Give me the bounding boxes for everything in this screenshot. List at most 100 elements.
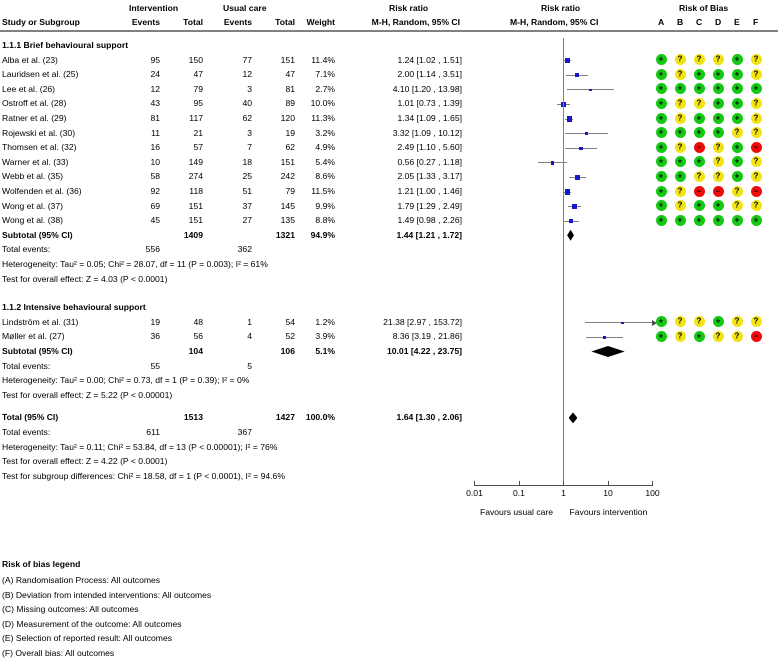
rob-c-study-1-0: ?	[693, 316, 705, 328]
study-1-1-label: Møller et al. (27)	[2, 331, 65, 342]
subtotal-1.1.1-total-intervention: 1409	[183, 229, 203, 240]
study-0-4-label: Ratner et al. (29)	[2, 113, 67, 123]
rob-c-study-0-3: ?	[693, 97, 705, 109]
rob-b-study-0-7: +	[674, 156, 686, 168]
study-0-5-total-intervention: 21	[193, 127, 203, 138]
subtotal-1.1.2-total-events-intervention: 55	[150, 360, 160, 371]
rob-b-study-0-0: ?	[674, 54, 686, 66]
rob-f-study-0-1: ?	[750, 68, 762, 80]
rob-f-study-0-10: ?	[750, 200, 762, 212]
study-0-1-label: Lauridsen et al. (25)	[2, 69, 79, 80]
rob-b-study-0-11: +	[674, 214, 686, 226]
effect-marker	[572, 204, 578, 210]
subtotal-1.1.1-heterogeneity: Heterogeneity: Tau² = 0.05; Chi² = 28.07…	[2, 259, 268, 269]
study-1-0-total-usual: 54	[285, 316, 295, 327]
ci-line	[563, 60, 572, 62]
study-0-11-total-intervention: 151	[188, 215, 203, 226]
effect-marker	[566, 116, 572, 122]
rob-c-study-0-6: –	[693, 141, 705, 153]
rob-b-study-0-8: +	[674, 170, 686, 182]
study-0-1-total-intervention: 47	[193, 69, 203, 80]
rob-b-study-0-1: ?	[674, 68, 686, 80]
rob-a-study-0-6: +	[655, 141, 667, 153]
study-0-5-rr-ci: 3.32 [1.09 , 10.12]	[392, 127, 462, 138]
subgroup-differences-test: Test for subgroup differences: Chi² = 18…	[2, 470, 285, 481]
rob-a-study-0-0: +	[655, 54, 667, 66]
group-header-risk-ratio-text: Risk ratio	[389, 3, 429, 13]
subtotal-1.1.2-total-usual: 106	[280, 346, 295, 356]
rob-f-study-0-7: ?	[750, 156, 762, 168]
study-0-4-events-usual: 62	[242, 113, 252, 123]
study-0-7-weight: 5.4%	[315, 156, 335, 167]
study-0-11-events-intervention: 45	[150, 215, 160, 226]
study-0-5-events-usual: 3	[247, 127, 252, 138]
rob-a-study-1-0: +	[655, 316, 667, 328]
rob-e-study-0-10: ?	[731, 200, 743, 212]
column-header-events-intervention: Events	[131, 17, 160, 27]
rob-column-header-a: A	[658, 17, 665, 27]
study-0-3-events-intervention: 43	[150, 98, 160, 109]
study-0-0-total-usual: 151	[280, 54, 295, 65]
grand-total-events-label: Total events:	[2, 427, 51, 437]
subtotal-1.1.2-total-intervention: 104	[188, 346, 203, 356]
subtotal-1.1.1-rr-ci: 1.44 [1.21 , 1.72]	[396, 229, 462, 240]
ci-line	[557, 103, 570, 105]
effect-marker	[575, 175, 580, 180]
effect-marker	[603, 335, 606, 339]
rob-d-study-0-1: +	[712, 68, 724, 80]
study-0-0-label: Alba et al. (23)	[2, 54, 58, 65]
rob-a-study-0-9: +	[655, 185, 667, 197]
ci-line	[538, 162, 567, 164]
rob-e-study-0-3: +	[731, 97, 743, 109]
legend-title: Risk of bias legend	[2, 559, 81, 569]
rob-e-study-0-1: +	[731, 68, 743, 80]
study-0-9-events-intervention: 92	[150, 186, 160, 196]
group-header-intervention: Intervention	[129, 3, 179, 13]
rob-e-study-0-9: ?	[731, 185, 743, 197]
subtotal-1.1.2-heterogeneity: Heterogeneity: Tau² = 0.00; Chi² = 0.73,…	[2, 375, 250, 386]
study-0-10-total-usual: 145	[280, 200, 295, 211]
summary-diamond	[568, 412, 578, 424]
rob-c-study-0-0: ?	[693, 54, 705, 66]
effect-marker	[550, 161, 554, 165]
study-0-9-rr-ci: 1.21 [1.00 , 1.46]	[397, 186, 462, 196]
subtotal-1.1.2-rr-ci: 10.01 [4.22 , 23.75]	[386, 346, 462, 356]
rob-c-study-0-7: +	[693, 156, 705, 168]
study-0-9-label: Wolfenden et al. (36)	[2, 186, 82, 196]
study-0-4-total-intervention: 117	[189, 113, 203, 123]
study-0-6-events-usual: 7	[247, 142, 252, 153]
ci-line	[585, 336, 624, 338]
study-0-6-label: Thomsen et al. (32)	[2, 142, 77, 153]
rob-f-study-0-6: –	[750, 141, 762, 153]
effect-marker	[585, 132, 589, 135]
rob-d-study-1-0: +	[712, 316, 724, 328]
rob-d-study-0-10: +	[712, 200, 724, 212]
subgroup-heading-1.1.2: 1.1.2 Intensive behavioural support	[2, 302, 146, 313]
rob-e-study-1-0: ?	[731, 316, 743, 328]
ci-line	[567, 89, 615, 91]
rob-e-study-0-2: +	[731, 83, 743, 95]
effect-marker	[568, 218, 574, 224]
study-0-3-rr-ci: 1.01 [0.73 , 1.39]	[397, 98, 462, 109]
study-0-7-rr-ci: 0.56 [0.27 , 1.18]	[397, 156, 462, 167]
ci-line	[569, 176, 586, 178]
study-0-10-events-intervention: 69	[150, 200, 160, 211]
rob-f-study-0-5: ?	[750, 127, 762, 139]
rob-b-study-0-10: ?	[674, 200, 686, 212]
study-0-3-label: Ostroff et al. (28)	[2, 98, 67, 109]
axis-tick-100	[652, 481, 653, 486]
rob-f-study-0-8: ?	[750, 170, 762, 182]
study-1-0-weight: 1.2%	[315, 316, 335, 327]
rob-d-study-0-9: –	[712, 185, 724, 197]
rob-a-study-1-1: +	[655, 330, 667, 342]
axis-label-favours-intervention: Favours intervention	[569, 507, 648, 517]
study-0-1-rr-ci: 2.00 [1.14 , 3.51]	[397, 69, 462, 80]
rob-e-study-0-4: +	[731, 112, 743, 124]
grand-total-label: Total (95% CI)	[2, 412, 59, 423]
study-0-4-events-intervention: 81	[150, 113, 160, 123]
group-header-risk-ratio-plot: Risk ratio	[541, 3, 581, 13]
column-header-weight: Weight	[306, 17, 335, 27]
rob-a-study-0-2: +	[655, 83, 667, 95]
rob-d-study-1-1: ?	[712, 330, 724, 342]
rob-e-study-0-0: +	[731, 54, 743, 66]
